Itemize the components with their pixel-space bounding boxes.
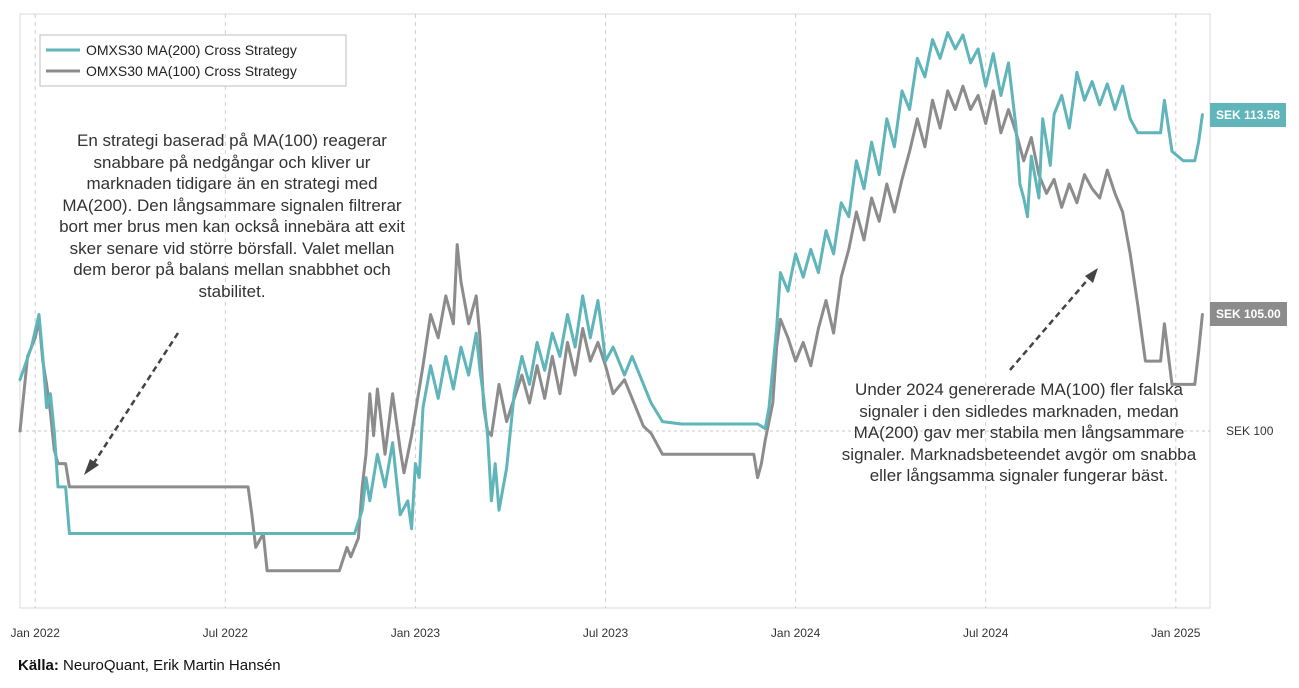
source-note: Källa: NeuroQuant, Erik Martin Hansén [18,657,281,674]
annotation-left: En strategi baserad på MA(100) reagerar … [59,131,405,301]
legend-box [39,34,347,87]
x-tick-label: Jul 2022 [203,626,249,640]
x-tick-label: Jan 2025 [1151,626,1201,640]
x-tick-label: Jan 2022 [11,626,61,640]
legend: OMXS30 MA(200) Cross Strategy OMXS30 MA(… [39,34,347,87]
annotation-arrow-left [90,332,180,467]
annotation-arrowhead-right [1085,268,1098,283]
annotation-arrowhead-left [84,459,99,475]
legend-label-ma100: OMXS30 MA(100) Cross Strategy [86,63,297,79]
reference-line-label: SEK 100 [1226,423,1274,438]
plot-frame [19,13,1211,609]
series-line-ma200 [18,31,1204,535]
series-layer [18,31,1204,573]
x-tick-label: Jan 2024 [771,626,821,640]
end-value-label-ma100: SEK 105.00 [1210,302,1287,327]
x-axis-ticks: Jan 2022 Jul 2022 Jan 2023 Jul 2023 Jan 2024… [11,626,1201,640]
vertical-gridlines [34,14,1177,608]
source-text: NeuroQuant, Erik Martin Hansén [63,657,281,674]
source-label: Källa: [18,657,59,674]
series-line-ma100 [18,84,1204,573]
end-value-label-ma200: SEK 113.58 [1210,102,1287,127]
legend-label-ma200: OMXS30 MA(200) Cross Strategy [86,42,297,58]
x-tick-label: Jul 2023 [583,626,629,640]
annotation-arrow-right [1009,276,1091,371]
x-tick-label: Jan 2023 [391,626,441,640]
annotation-right: Under 2024 genererade MA(100) fler falsk… [841,380,1197,485]
annotation-arrows [84,268,1098,475]
x-tick-label: Jul 2024 [963,626,1009,640]
